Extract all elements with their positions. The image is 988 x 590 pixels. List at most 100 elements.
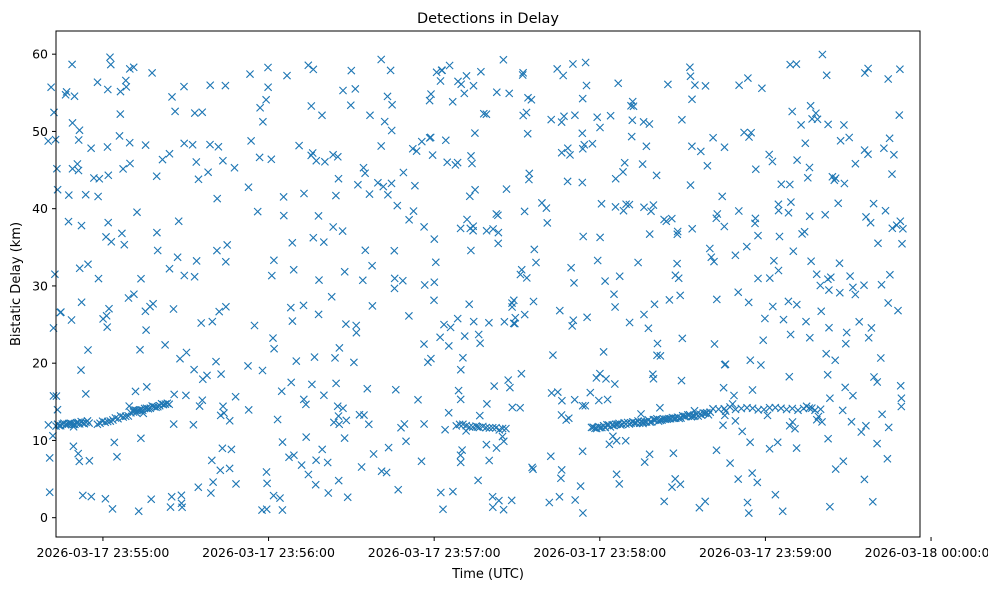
- data-point: [726, 403, 734, 411]
- data-point: [279, 192, 288, 201]
- x-tick-label: 2026-03-18 00:00:00: [865, 545, 988, 560]
- data-point: [304, 61, 313, 70]
- data-point: [588, 139, 597, 148]
- data-point: [813, 115, 822, 124]
- data-point: [333, 402, 342, 411]
- data-point: [388, 100, 397, 109]
- data-point: [219, 402, 227, 411]
- data-point: [420, 340, 428, 349]
- data-point: [103, 85, 112, 94]
- data-point: [340, 434, 349, 443]
- data-point: [492, 210, 501, 218]
- data-point: [44, 420, 53, 429]
- data-point: [805, 404, 814, 413]
- data-point: [85, 456, 94, 465]
- data-point: [441, 425, 450, 434]
- data-point: [221, 302, 230, 311]
- data-point: [332, 379, 341, 388]
- data-point: [619, 167, 627, 176]
- data-point: [876, 354, 885, 362]
- data-point: [779, 315, 788, 324]
- data-point: [84, 260, 92, 269]
- data-point: [864, 333, 873, 342]
- data-point: [273, 415, 282, 424]
- data-point: [190, 109, 199, 118]
- y-tick-label: 20: [32, 356, 48, 371]
- data-point: [314, 211, 323, 220]
- y-tick-label: 0: [40, 510, 48, 525]
- data-point: [788, 404, 797, 413]
- data-point: [456, 451, 465, 460]
- data-point: [115, 131, 124, 140]
- data-point: [474, 330, 483, 339]
- data-point: [206, 140, 214, 149]
- data-point: [610, 290, 618, 299]
- data-point: [668, 483, 676, 492]
- data-point: [825, 323, 833, 332]
- data-point: [805, 212, 814, 221]
- data-point: [726, 459, 735, 468]
- data-point: [101, 494, 110, 503]
- data-point: [663, 80, 672, 89]
- data-point: [335, 343, 344, 352]
- data-point: [788, 418, 797, 426]
- data-point: [436, 488, 445, 497]
- data-point: [81, 389, 90, 398]
- data-point: [299, 301, 308, 310]
- data-point: [339, 404, 347, 413]
- data-point: [831, 174, 840, 183]
- data-point: [599, 347, 608, 356]
- data-point: [171, 107, 180, 116]
- data-point: [136, 345, 144, 354]
- data-point: [231, 392, 240, 401]
- data-point: [494, 228, 503, 237]
- data-point: [789, 247, 798, 256]
- data-point: [432, 68, 441, 77]
- data-point: [508, 403, 517, 412]
- data-point: [380, 117, 389, 126]
- data-point: [602, 374, 610, 383]
- data-point: [327, 292, 336, 301]
- data-point: [774, 206, 783, 215]
- data-point: [437, 66, 446, 75]
- data-point: [494, 239, 503, 248]
- data-point: [557, 396, 566, 405]
- data-point: [402, 437, 410, 446]
- data-point: [867, 323, 876, 332]
- data-point: [710, 257, 718, 266]
- data-point: [135, 406, 143, 415]
- data-point: [409, 207, 418, 216]
- data-point: [855, 317, 864, 326]
- data-point: [417, 137, 426, 146]
- data-point: [359, 163, 368, 172]
- data-point: [428, 151, 437, 160]
- data-point: [811, 109, 820, 118]
- data-point: [785, 421, 794, 430]
- data-point: [209, 478, 218, 487]
- data-point: [847, 417, 856, 426]
- data-point: [121, 76, 130, 85]
- data-point: [463, 215, 471, 224]
- data-point: [45, 488, 54, 497]
- data-point: [688, 95, 696, 104]
- data-point: [431, 258, 440, 267]
- data-point: [824, 120, 833, 129]
- data-point: [873, 378, 882, 386]
- data-point: [436, 333, 445, 342]
- data-point: [410, 181, 419, 190]
- data-point: [765, 274, 774, 283]
- data-point: [898, 224, 907, 233]
- data-point: [857, 428, 866, 436]
- data-point: [620, 158, 629, 167]
- data-point: [627, 132, 636, 141]
- data-point: [103, 143, 112, 151]
- data-point: [718, 192, 727, 201]
- data-point: [553, 388, 562, 397]
- data-point: [468, 159, 476, 168]
- data-point: [363, 384, 372, 393]
- data-point: [70, 92, 79, 101]
- data-point: [502, 185, 511, 194]
- y-tick-label: 40: [32, 201, 48, 216]
- data-point: [881, 206, 890, 215]
- data-point: [848, 283, 857, 292]
